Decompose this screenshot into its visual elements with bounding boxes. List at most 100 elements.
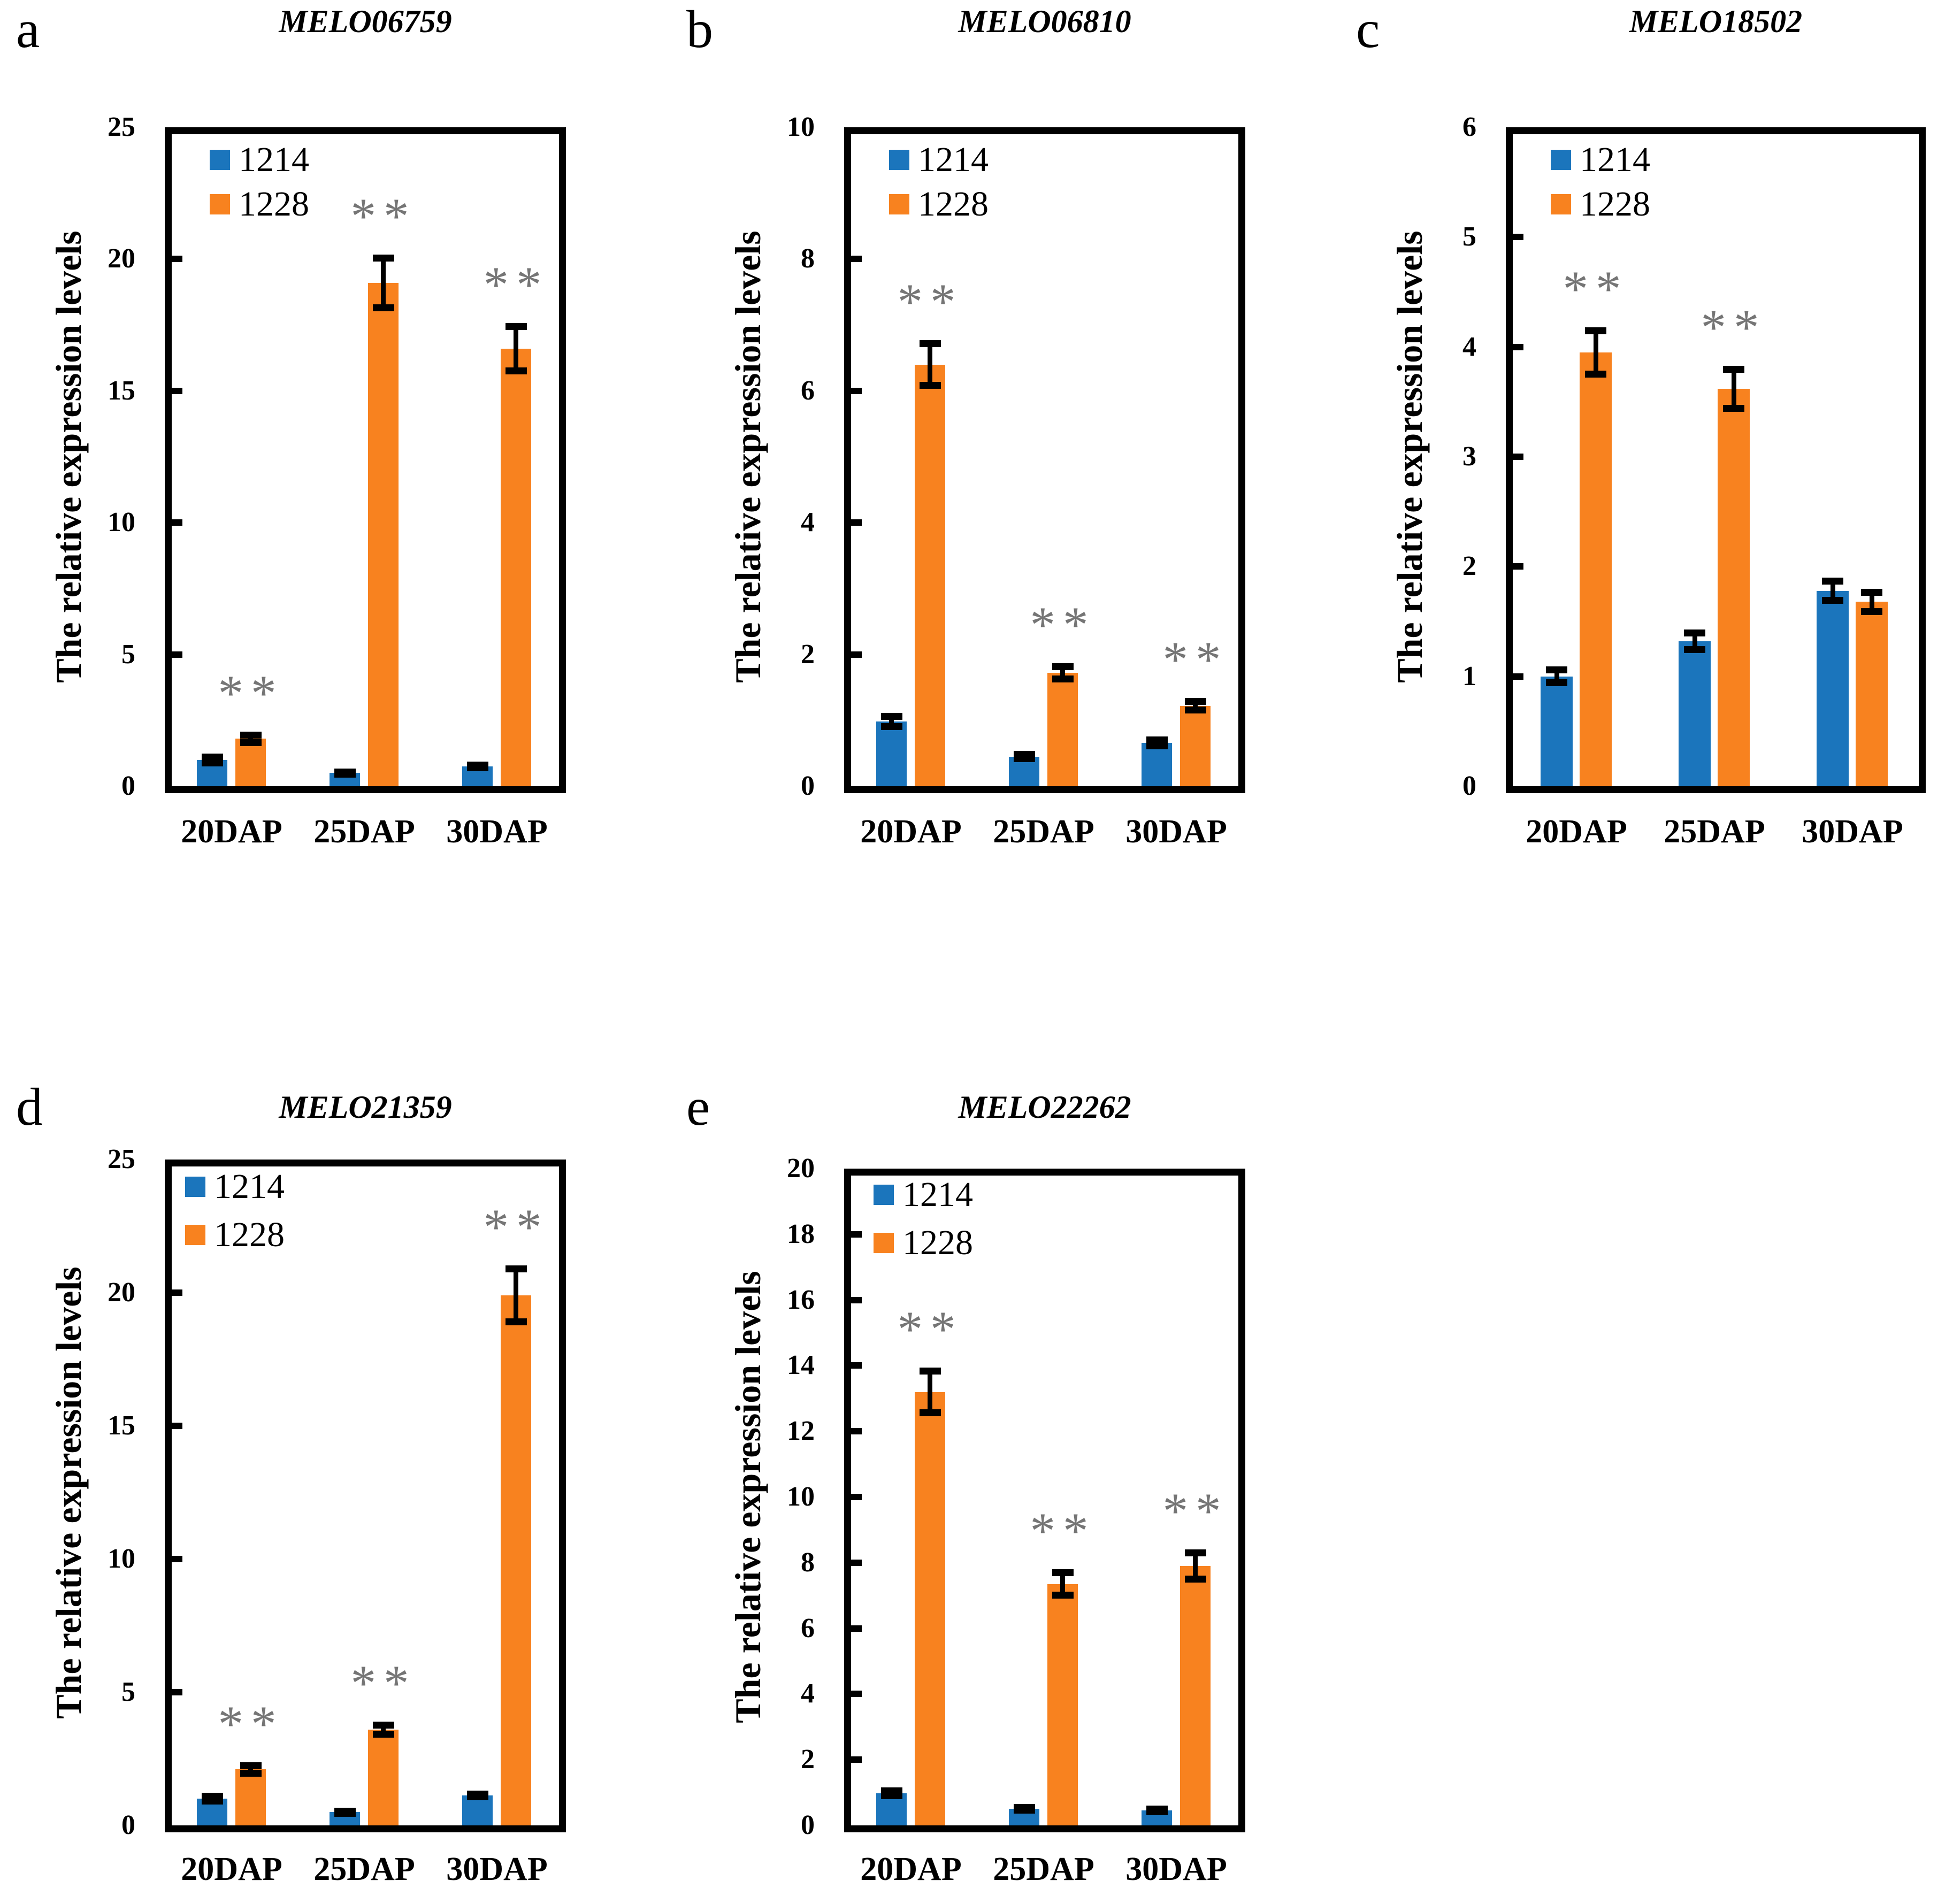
bar-1228	[368, 283, 399, 786]
y-tick-label: 15	[108, 1410, 135, 1441]
legend-item-1228: 1228	[874, 1225, 973, 1261]
bar-1228	[1047, 673, 1078, 786]
error-bar-cap-bottom	[1014, 755, 1035, 762]
legend-swatch-1228	[874, 1233, 894, 1253]
error-bar-cap-bottom	[334, 1810, 356, 1817]
error-bar-line	[928, 343, 932, 386]
significance-marker: **	[350, 1655, 417, 1711]
x-category-label: 20DAP	[860, 1851, 962, 1887]
y-tick	[851, 388, 862, 394]
bar-1228	[368, 1730, 399, 1825]
error-bar-cap-bottom	[1546, 679, 1567, 686]
error-bar-cap-top	[1723, 366, 1744, 373]
bar-1228	[915, 365, 945, 786]
error-bar-cap-bottom	[1684, 646, 1705, 653]
y-tick-label: 16	[787, 1285, 815, 1315]
y-tick-label: 5	[1462, 221, 1476, 252]
y-tick	[851, 1231, 862, 1238]
error-bar-line	[381, 1725, 386, 1734]
legend-label-1228: 1228	[214, 1215, 285, 1254]
error-bar-cap-bottom	[881, 1792, 902, 1799]
error-bar-cap-bottom	[240, 1770, 262, 1777]
y-tick-label: 18	[787, 1219, 815, 1249]
y-tick	[851, 256, 862, 262]
error-bar-cap-bottom	[334, 771, 356, 778]
bar-1214	[1679, 641, 1711, 786]
y-tick	[1513, 454, 1523, 460]
legend-label-1228: 1228	[918, 185, 989, 224]
y-tick	[172, 519, 182, 526]
y-tick-label: 20	[787, 1153, 815, 1184]
y-tick-label: 5	[121, 639, 135, 670]
bar-1228	[1856, 602, 1888, 786]
y-tick	[851, 1428, 862, 1434]
legend-item-1228: 1228	[185, 1217, 285, 1253]
legend-item-1228: 1228	[210, 187, 309, 222]
y-tick-label: 6	[801, 1613, 815, 1644]
legend-label-1228: 1228	[239, 185, 309, 224]
y-tick-label: 15	[108, 375, 135, 406]
y-tick-label: 20	[108, 243, 135, 274]
legend-item-1214: 1214	[874, 1177, 973, 1212]
legend-swatch-1228	[210, 194, 230, 214]
bar-1214	[876, 721, 907, 786]
error-bar-cap-top	[920, 1368, 941, 1375]
y-tick-label: 6	[1462, 112, 1476, 142]
y-tick-label: 25	[108, 1144, 135, 1174]
legend-swatch-1228	[185, 1225, 205, 1245]
bar-1214	[1817, 591, 1849, 786]
error-bar-cap-bottom	[202, 759, 223, 766]
y-tick	[851, 1297, 862, 1303]
y-tick-label: 2	[1462, 551, 1476, 581]
error-bar-cap-top	[881, 713, 902, 720]
y-tick	[851, 1625, 862, 1632]
x-category-label: 30DAP	[446, 1851, 548, 1887]
y-tick	[851, 1691, 862, 1697]
error-bar-cap-bottom	[1185, 1576, 1206, 1583]
significance-marker: **	[483, 1199, 549, 1255]
y-tick-label: 10	[108, 507, 135, 538]
legend-label-1228: 1228	[902, 1223, 973, 1262]
y-tick-label: 10	[787, 1481, 815, 1512]
legend-item-1214: 1214	[889, 142, 989, 178]
error-bar-line	[889, 716, 894, 727]
bar-1228	[1580, 352, 1612, 786]
significance-marker: **	[1162, 631, 1229, 688]
error-bar-cap-bottom	[506, 367, 527, 374]
x-category-label: 25DAP	[1664, 813, 1765, 850]
error-bar-cap-bottom	[1052, 1592, 1074, 1599]
y-tick	[851, 1494, 862, 1500]
x-category-label: 20DAP	[181, 813, 282, 850]
x-category-label: 30DAP	[1802, 813, 1903, 850]
error-bar-cap-top	[1822, 578, 1843, 585]
y-tick-label: 8	[801, 243, 815, 274]
error-bar-cap-bottom	[373, 1731, 394, 1738]
error-bar-cap-top	[1546, 666, 1567, 673]
chart-title: MELO21359	[279, 1089, 452, 1125]
y-tick-label: 8	[801, 1547, 815, 1578]
y-tick-label: 14	[787, 1350, 815, 1380]
y-tick	[1513, 563, 1523, 570]
error-bar-cap-bottom	[920, 382, 941, 389]
x-category-label: 30DAP	[1125, 813, 1227, 850]
error-bar-line	[1870, 592, 1874, 612]
significance-marker: **	[218, 665, 284, 721]
bar-1228	[1180, 1566, 1211, 1825]
legend-item-1228: 1228	[1551, 187, 1650, 222]
x-category-label: 20DAP	[1526, 813, 1627, 850]
error-bar-cap-top	[506, 1265, 527, 1272]
significance-marker: **	[1030, 1502, 1096, 1559]
error-bar-cap-bottom	[202, 1798, 223, 1805]
error-bar-line	[381, 258, 386, 308]
significance-marker: **	[897, 1301, 963, 1357]
y-tick	[851, 519, 862, 526]
y-tick	[172, 256, 182, 262]
legend-item-1228: 1228	[889, 187, 989, 222]
y-tick	[1513, 673, 1523, 680]
error-bar-line	[928, 1371, 932, 1414]
legend-item-1214: 1214	[210, 142, 309, 178]
significance-marker: **	[1162, 1483, 1229, 1539]
bar-1214	[462, 1795, 493, 1825]
legend-item-1214: 1214	[185, 1169, 285, 1204]
y-tick	[1513, 234, 1523, 240]
